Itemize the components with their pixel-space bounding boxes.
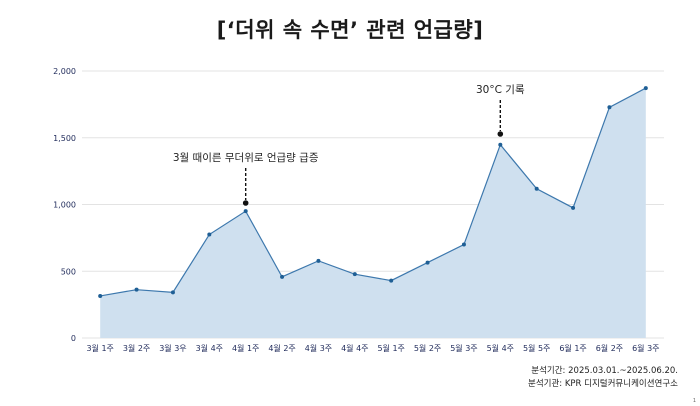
- data-point-3월 1주: [98, 293, 103, 298]
- annotation-label: 30°C 기록: [476, 84, 525, 96]
- x-tick-label: 5월 2주: [414, 343, 441, 353]
- analysis-period: 분석기간: 2025.03.01.~2025.06.20.: [531, 366, 678, 376]
- area-fill: [100, 88, 646, 338]
- x-tick-label: 6월 2주: [596, 343, 623, 353]
- data-point-3월 2주: [134, 287, 139, 292]
- x-tick-label: 6월 1주: [559, 343, 586, 353]
- footer: 분석기간: 2025.03.01.~2025.06.20. 분석기관: KPR …: [528, 365, 678, 391]
- y-tick-label: 0: [71, 334, 76, 343]
- data-point-6월 3주: [643, 86, 648, 91]
- annotation-marker: [242, 200, 249, 206]
- data-points: [98, 86, 648, 298]
- data-point-4월 3주: [316, 258, 321, 263]
- data-point-6월 1주: [571, 205, 576, 210]
- x-tick-label: 3월 4주: [196, 343, 223, 353]
- data-point-4월 4주: [352, 272, 357, 277]
- series-line: [100, 87, 647, 297]
- x-axis-ticks: 3월 1주 3월 2주 3월 3우 3월 4주 4월 1주 4월 2주 4월 3주 4월 4주…: [86, 343, 659, 353]
- data-point-4월 2주: [280, 274, 285, 279]
- x-tick-label: 4월 4주: [341, 343, 368, 353]
- data-point-5월 1주: [389, 278, 394, 283]
- series-path: [100, 87, 647, 297]
- chart-title: [‘더위 속 수면’ 관련 언급량]: [216, 18, 484, 42]
- y-tick-label: 1,000: [53, 201, 76, 210]
- data-point-5월 4주: [498, 142, 503, 147]
- annotation-marker: [497, 131, 504, 137]
- data-point-4월 1주: [243, 209, 248, 214]
- x-tick-label: 4월 2주: [268, 343, 295, 353]
- area-shape: [100, 88, 646, 338]
- analysis-org: 분석기관: KPR 디지털커뮤니케이션연구소: [528, 379, 678, 389]
- x-tick-label: 5월 5주: [523, 343, 550, 353]
- y-axis-ticks: 0 500 1,000 1,500 2,000: [53, 67, 76, 343]
- x-tick-label: 4월 3주: [305, 343, 332, 353]
- data-point-3월 3우: [170, 290, 175, 295]
- page-number: 1: [692, 398, 696, 404]
- y-tick-label: 1,500: [53, 134, 76, 143]
- data-point-3월 4주: [207, 232, 212, 237]
- x-tick-label: 4월 1주: [232, 343, 259, 353]
- annotations: 3월 때이른 무더위로 언급량 급증 30°C 기록: [173, 84, 525, 206]
- x-tick-label: 5월 4주: [487, 343, 514, 353]
- y-tick-label: 2,000: [53, 67, 76, 76]
- data-point-5월 3주: [461, 242, 466, 247]
- x-tick-label: 3월 3우: [159, 343, 186, 353]
- data-point-5월 5주: [534, 186, 539, 191]
- data-point-5월 2주: [425, 260, 430, 265]
- x-tick-label: 3월 1주: [86, 343, 113, 353]
- x-tick-label: 5월 3주: [450, 343, 477, 353]
- annotation-label: 3월 때이른 무더위로 언급량 급증: [173, 151, 319, 164]
- x-tick-label: 6월 3주: [632, 343, 659, 353]
- y-tick-label: 500: [61, 267, 76, 276]
- x-tick-label: 3월 2주: [123, 343, 150, 353]
- x-tick-label: 5월 1주: [377, 343, 404, 353]
- data-point-6월 2주: [607, 105, 612, 110]
